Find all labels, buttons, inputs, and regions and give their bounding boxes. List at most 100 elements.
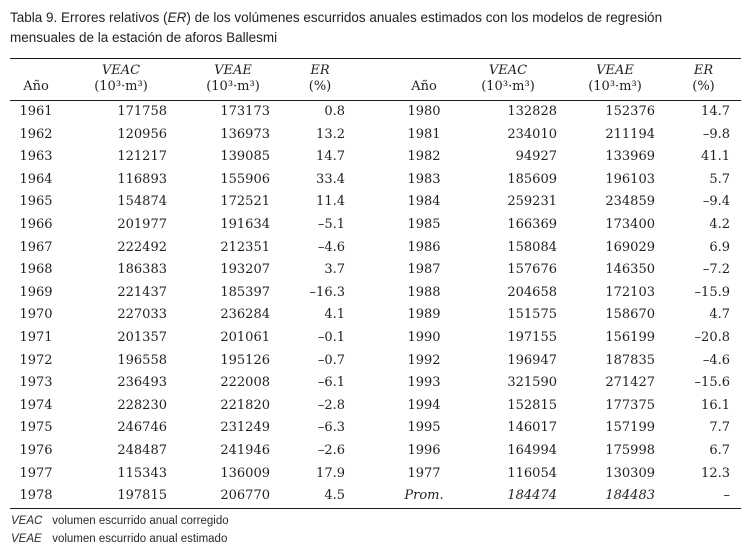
table-row: 1964 116893 155906 33.4 1983 185609 196103 5.7: [10, 169, 741, 192]
year-cell: 1977: [19, 465, 53, 481]
value-cell: 33.4: [316, 171, 345, 187]
value-cell: 234859: [605, 194, 655, 210]
table-caption: Tabla 9. Errores relativos (ER) de los v…: [10, 8, 746, 48]
value-cell: 130309: [605, 465, 655, 481]
value-cell: 14.7: [701, 104, 730, 119]
value-cell: –4.6: [702, 352, 730, 368]
value-cell: 120956: [117, 126, 167, 142]
value-cell: 222008: [220, 375, 270, 391]
value-cell: 4.7: [709, 307, 730, 323]
value-cell: 4.2: [709, 216, 730, 232]
footnote-line: VEAC volumen escurrido anual corregido: [11, 512, 731, 530]
year-cell: 1996: [407, 442, 441, 458]
value-cell: 241946: [220, 442, 270, 458]
col-header-veae-right: VEAE (10³·m³): [564, 58, 666, 101]
value-cell: –9.4: [702, 194, 730, 210]
value-cell: 4.5: [324, 488, 345, 504]
table-row: 1974 228230 221820 –2.8 1994 152815 177375 16.1: [10, 395, 741, 418]
value-cell: 4.1: [324, 307, 345, 323]
value-cell: 146017: [507, 420, 557, 436]
year-cell: 1974: [19, 397, 53, 413]
value-cell: 201357: [117, 329, 167, 345]
footnote-abbr: VEAC: [11, 515, 43, 527]
value-cell: 3.7: [324, 262, 345, 278]
value-cell: 184483: [605, 488, 655, 504]
footnote-text: volumen escurrido anual estimado: [52, 533, 228, 545]
value-cell: 155906: [220, 171, 270, 187]
value-cell: 115343: [117, 465, 167, 481]
value-cell: 94927: [515, 149, 557, 165]
year-cell: 1989: [407, 307, 441, 323]
year-cell: 1966: [19, 216, 53, 232]
value-cell: 158084: [507, 239, 557, 255]
year-cell: 1970: [19, 307, 53, 323]
value-cell: 5.7: [709, 171, 730, 187]
year-cell: 1995: [407, 420, 441, 436]
value-cell: –15.9: [694, 284, 730, 300]
value-cell: 234010: [507, 126, 557, 142]
footnote-abbr: VEAE: [11, 533, 42, 545]
value-cell: 121217: [117, 149, 167, 165]
year-cell: 1993: [407, 375, 441, 391]
year-cell: 1982: [407, 149, 441, 165]
year-cell: 1968: [19, 262, 53, 278]
caption-er-abbr: ER: [167, 10, 187, 25]
table-row: 1962 120956 136973 13.2 1981 234010 211194 –9.8: [10, 124, 741, 147]
value-cell: 166369: [507, 216, 557, 232]
year-cell: 1962: [19, 126, 53, 142]
table-row: 1963 121217 139085 14.7 1982 94927 133969 41.1: [10, 146, 741, 169]
value-cell: –0.1: [317, 329, 345, 345]
table-row: 1972 196558 195126 –0.7 1992 196947 187835 –4.6: [10, 350, 741, 373]
year-cell: 1961: [19, 104, 53, 119]
value-cell: 7.7: [709, 420, 730, 436]
value-cell: 116893: [117, 171, 167, 187]
value-cell: 222492: [117, 239, 167, 255]
year-cell: 1973: [19, 375, 53, 391]
value-cell: 172103: [605, 284, 655, 300]
year-cell: 1992: [407, 352, 441, 368]
value-cell: –16.3: [309, 284, 345, 300]
value-cell: 14.7: [316, 149, 345, 165]
value-cell: 186383: [117, 262, 167, 278]
value-cell: 136973: [220, 126, 270, 142]
value-cell: 212351: [220, 239, 270, 255]
value-cell: –7.2: [702, 262, 730, 278]
year-cell: 1969: [19, 284, 53, 300]
year-cell: 1984: [407, 194, 441, 210]
value-cell: 197815: [117, 488, 167, 504]
value-cell: 321590: [507, 375, 557, 391]
footnote-text: volumen escurrido anual corregido: [52, 515, 229, 527]
col-header-er-left: ER (%): [286, 58, 354, 101]
value-cell: 17.9: [316, 465, 345, 481]
value-cell: 169029: [605, 239, 655, 255]
year-cell: 1994: [407, 397, 441, 413]
year-cell: 1975: [19, 420, 53, 436]
value-cell: –5.1: [317, 216, 345, 232]
year-cell: 1963: [19, 149, 53, 165]
value-cell: –6.1: [317, 375, 345, 391]
value-cell: 6.7: [709, 442, 730, 458]
value-cell: –15.6: [694, 375, 730, 391]
value-cell: 259231: [507, 194, 557, 210]
footnotes: VEAC volumen escurrido anual corregido V…: [11, 512, 731, 548]
value-cell: 221820: [220, 397, 270, 413]
value-cell: 193207: [220, 262, 270, 278]
value-cell: 11.4: [316, 194, 345, 210]
value-cell: 152376: [605, 104, 655, 119]
year-cell: 1972: [19, 352, 53, 368]
value-cell: 201061: [220, 329, 270, 345]
year-cell: 1985: [407, 216, 441, 232]
value-cell: 196103: [605, 171, 655, 187]
year-cell: 1981: [407, 126, 441, 142]
value-cell: 0.8: [324, 104, 345, 119]
value-cell: 204658: [507, 284, 557, 300]
value-cell: 227033: [117, 307, 167, 323]
value-cell: 16.1: [701, 397, 730, 413]
value-cell: 158670: [605, 307, 655, 323]
value-cell: 157199: [605, 420, 655, 436]
value-cell: 164994: [507, 442, 557, 458]
year-cell: 1987: [407, 262, 441, 278]
year-cell: 1983: [407, 171, 441, 187]
value-cell: –20.8: [694, 329, 730, 345]
